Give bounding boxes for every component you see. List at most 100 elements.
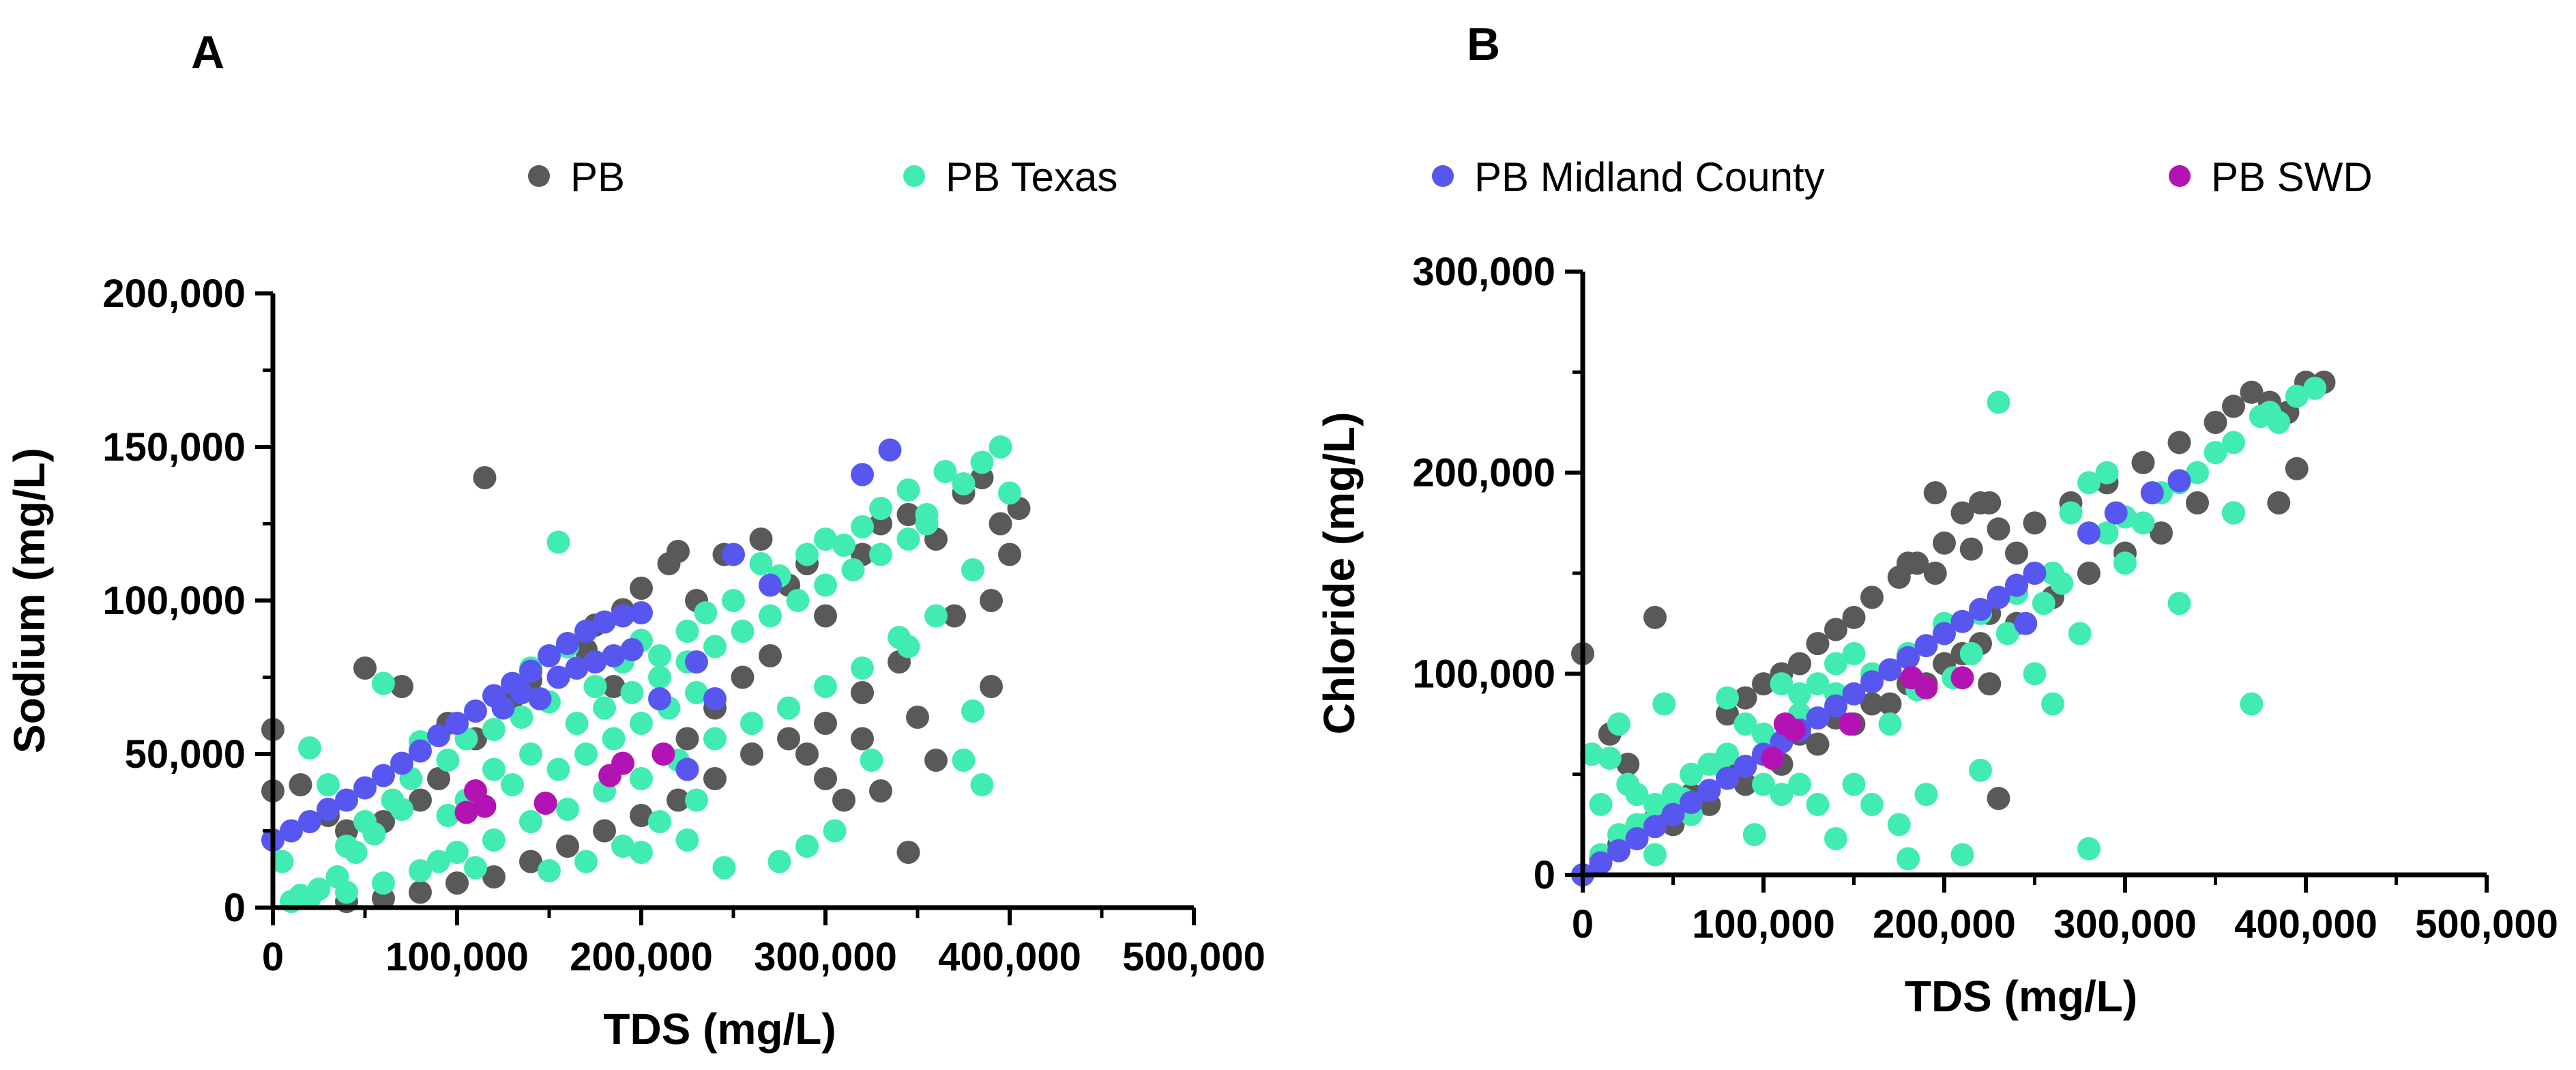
data-point bbox=[2222, 431, 2245, 454]
data-point bbox=[777, 696, 800, 720]
data-point bbox=[814, 604, 837, 628]
data-point bbox=[538, 644, 561, 667]
data-point bbox=[1923, 481, 1947, 505]
data-point bbox=[980, 675, 1003, 698]
data-point bbox=[2104, 501, 2128, 525]
data-point bbox=[1806, 632, 1830, 656]
data-point bbox=[841, 558, 865, 581]
data-point bbox=[574, 850, 598, 873]
data-point bbox=[501, 773, 524, 796]
data-point bbox=[1716, 702, 1739, 726]
data-point bbox=[307, 878, 331, 901]
data-point bbox=[823, 819, 847, 843]
data-point bbox=[602, 727, 626, 751]
data-point bbox=[1842, 772, 1866, 796]
data-point bbox=[667, 788, 690, 812]
data-point bbox=[538, 859, 561, 882]
data-point bbox=[675, 828, 699, 852]
data-point bbox=[1643, 792, 1667, 816]
data-point bbox=[335, 788, 358, 812]
data-point bbox=[1860, 792, 1884, 816]
series bbox=[270, 435, 1021, 913]
data-point bbox=[1761, 747, 1785, 770]
data-point bbox=[1887, 813, 1911, 837]
data-point bbox=[980, 589, 1003, 612]
data-point bbox=[896, 527, 920, 551]
data-point bbox=[2113, 551, 2137, 575]
data-point bbox=[1839, 712, 1862, 736]
data-point bbox=[675, 727, 699, 751]
data-point bbox=[611, 751, 634, 775]
data-point bbox=[1978, 491, 2002, 515]
chart-b: 0 100,000 200,000 300,000 400,000 500,000 0 100… bbox=[1315, 250, 2558, 1021]
legend: PB PB Texas PB Midland County PB SWD bbox=[528, 154, 2373, 200]
data-point bbox=[851, 681, 874, 704]
y-axis-label: Chloride (mg/L) bbox=[1315, 412, 1364, 735]
data-point bbox=[630, 577, 653, 600]
data-point bbox=[602, 644, 626, 667]
data-point bbox=[519, 850, 542, 873]
data-point bbox=[372, 764, 395, 787]
data-point bbox=[998, 481, 1021, 505]
x-tick-label: 200,000 bbox=[1873, 902, 2016, 946]
data-point bbox=[620, 638, 644, 661]
data-point bbox=[1878, 712, 1902, 736]
series bbox=[261, 438, 902, 852]
data-point bbox=[630, 601, 653, 624]
data-point bbox=[648, 665, 671, 689]
data-point bbox=[1914, 783, 1938, 807]
data-point bbox=[317, 773, 340, 796]
data-point bbox=[519, 810, 542, 833]
data-point bbox=[2267, 491, 2291, 515]
x-tick-label: 0 bbox=[262, 935, 284, 979]
data-point bbox=[2014, 611, 2038, 635]
data-point bbox=[372, 871, 395, 895]
data-point bbox=[2222, 501, 2245, 525]
data-point bbox=[943, 604, 966, 628]
data-point bbox=[1643, 605, 1667, 629]
data-point bbox=[832, 788, 855, 812]
data-point bbox=[1842, 605, 1866, 629]
data-point bbox=[1733, 772, 1757, 796]
data-point bbox=[482, 757, 506, 781]
data-point bbox=[1959, 641, 1983, 665]
data-point bbox=[2167, 469, 2191, 493]
data-point bbox=[2023, 562, 2047, 585]
data-point bbox=[749, 527, 773, 551]
data-point bbox=[832, 534, 855, 557]
data-point bbox=[1824, 652, 1847, 676]
data-point bbox=[924, 604, 948, 628]
data-point bbox=[1969, 758, 1992, 782]
data-point bbox=[1788, 652, 1811, 676]
legend-entry: PB Midland County bbox=[1432, 154, 1825, 200]
data-point bbox=[1643, 843, 1667, 867]
data-point bbox=[749, 552, 773, 575]
data-point bbox=[473, 466, 497, 489]
data-point bbox=[630, 841, 653, 864]
data-point bbox=[924, 749, 948, 772]
data-point bbox=[675, 620, 699, 643]
data-point bbox=[1733, 754, 1757, 778]
data-point bbox=[427, 724, 450, 747]
data-point bbox=[1959, 537, 1983, 561]
data-point bbox=[464, 856, 487, 880]
data-point bbox=[952, 472, 976, 495]
legend-label: PB Texas bbox=[946, 154, 1117, 200]
data-point bbox=[372, 671, 395, 695]
data-point bbox=[482, 718, 506, 741]
data-point bbox=[1752, 722, 1775, 746]
data-point bbox=[445, 712, 469, 735]
data-point bbox=[1616, 752, 1640, 776]
data-point bbox=[602, 675, 626, 698]
x-tick-label: 200,000 bbox=[570, 935, 713, 979]
data-point bbox=[712, 856, 736, 880]
data-point bbox=[2068, 622, 2092, 646]
data-point bbox=[546, 757, 570, 781]
data-point bbox=[915, 512, 939, 536]
legend-label: PB bbox=[570, 154, 625, 200]
data-point bbox=[565, 656, 589, 680]
data-point bbox=[2131, 450, 2155, 474]
data-point bbox=[740, 742, 763, 766]
data-point bbox=[519, 659, 542, 683]
data-point bbox=[1643, 815, 1667, 839]
